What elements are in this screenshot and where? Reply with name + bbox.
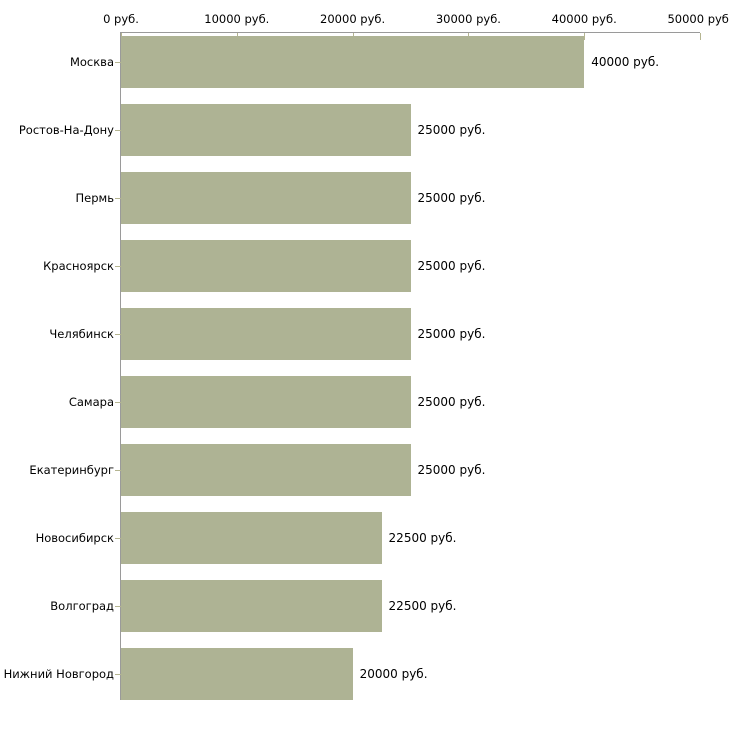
value-axis-tick-label: 30000 руб. [435, 12, 501, 26]
bar[interactable] [121, 240, 411, 292]
value-axis-tick-label: 20000 руб. [320, 12, 386, 26]
bar[interactable] [121, 512, 382, 564]
bar[interactable] [121, 580, 382, 632]
bar-value-label: 25000 руб. [417, 395, 486, 409]
category-label: Москва [69, 55, 114, 69]
category-axis-line [120, 32, 121, 700]
bar-value-label: 22500 руб. [388, 599, 457, 613]
category-axis-tick [115, 674, 121, 675]
bar[interactable] [121, 648, 353, 700]
category-label: Самара [68, 395, 114, 409]
value-axis-tick-label: 10000 руб. [204, 12, 270, 26]
bar[interactable] [121, 308, 411, 360]
category-label: Пермь [75, 191, 114, 205]
bar-value-label: 20000 руб. [359, 667, 428, 681]
bar-value-label: 40000 руб. [591, 55, 660, 69]
value-axis-tick [700, 33, 701, 40]
bar[interactable] [121, 444, 411, 496]
bar-value-label: 22500 руб. [388, 531, 457, 545]
bar-value-label: 25000 руб. [417, 123, 486, 137]
category-axis-tick [115, 198, 121, 199]
bar[interactable] [121, 172, 411, 224]
bar-value-label: 25000 руб. [417, 259, 486, 273]
category-axis-tick [115, 402, 121, 403]
category-axis-tick [115, 62, 121, 63]
bar[interactable] [121, 104, 411, 156]
category-label: Новосибирск [35, 531, 114, 545]
value-axis-line [121, 32, 700, 33]
bar[interactable] [121, 376, 411, 428]
bar-value-label: 25000 руб. [417, 191, 486, 205]
category-axis-tick [115, 470, 121, 471]
value-axis-tick-label: 50000 руб. [667, 12, 730, 26]
category-label: Красноярск [43, 259, 114, 273]
value-axis-tick [584, 33, 586, 40]
category-axis-tick [115, 334, 121, 335]
category-label: Нижний Новгород [3, 667, 114, 681]
bar-value-label: 25000 руб. [417, 463, 486, 477]
category-axis-tick [115, 130, 121, 131]
value-axis-tick-label: 0 руб. [103, 12, 139, 26]
value-axis-tick-label: 40000 руб. [551, 12, 617, 26]
bar[interactable] [121, 36, 585, 88]
category-axis-tick [115, 266, 121, 267]
category-axis-tick [115, 606, 121, 607]
category-label: Волгоград [50, 599, 114, 613]
category-label: Челябинск [49, 327, 114, 341]
category-axis-tick [115, 538, 121, 539]
bar-value-label: 25000 руб. [417, 327, 486, 341]
category-label: Екатеринбург [29, 463, 114, 477]
category-label: Ростов-На-Дону [18, 123, 114, 137]
